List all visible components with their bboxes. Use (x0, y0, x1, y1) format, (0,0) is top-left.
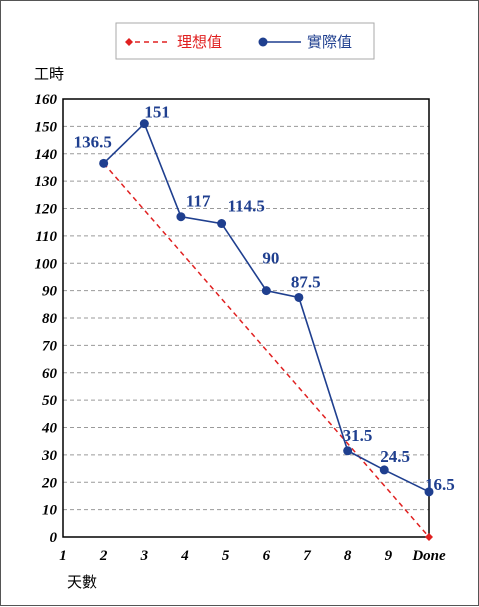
x-tick-label: 4 (180, 548, 189, 564)
y-tick-label: 110 (35, 229, 57, 245)
actual-point (176, 212, 186, 222)
y-tick-label: 10 (42, 503, 58, 519)
data-label: 31.5 (343, 426, 373, 445)
actual-point (217, 219, 227, 229)
x-axis-title: 天數 (67, 573, 97, 591)
x-tick-label: 2 (99, 548, 108, 564)
actual-point (99, 158, 109, 168)
data-label: 151 (144, 103, 170, 122)
x-tick-label: 5 (222, 548, 230, 564)
legend-actual-marker (258, 37, 268, 47)
y-tick-label: 0 (50, 530, 58, 546)
x-tick-label: 1 (59, 548, 67, 564)
actual-point (261, 286, 271, 296)
x-tick-label: 8 (344, 548, 352, 564)
plot-area (62, 98, 430, 538)
y-axis-title: 工時 (34, 65, 64, 83)
y-tick-label: 50 (42, 393, 58, 409)
y-tick-label: 30 (41, 448, 58, 464)
actual-point (139, 119, 149, 129)
actual-point (424, 487, 434, 497)
y-tick-label: 130 (35, 174, 58, 190)
data-label: 24.5 (380, 447, 410, 466)
actual-point (343, 446, 353, 456)
x-tick-label: 7 (303, 548, 311, 564)
data-label: 114.5 (228, 197, 265, 216)
y-tick-label: 60 (42, 366, 58, 382)
actual-line (103, 122, 430, 493)
actual-point (294, 292, 304, 302)
data-label: 16.5 (425, 475, 455, 494)
ideal-line (103, 162, 430, 538)
y-tick-label: 40 (41, 421, 58, 437)
y-tick-label: 160 (35, 92, 58, 108)
data-label: 136.5 (74, 132, 112, 151)
y-tick-label: 20 (41, 475, 58, 491)
y-tick-label: 80 (42, 311, 58, 327)
x-tick-label: Done (411, 548, 446, 564)
ideal-end-marker (425, 533, 433, 541)
y-tick-label: 100 (35, 256, 58, 272)
x-tick-label: 6 (263, 548, 271, 564)
x-tick-label: 3 (140, 548, 149, 564)
y-tick-label: 120 (35, 202, 58, 218)
data-label: 117 (186, 192, 211, 211)
y-tick-label: 90 (42, 284, 58, 300)
data-label: 87.5 (291, 272, 321, 291)
x-tick-label: 9 (385, 548, 393, 564)
y-tick-label: 70 (42, 338, 58, 354)
legend-actual-label: 實際值 (307, 33, 352, 51)
y-tick-label: 150 (35, 119, 58, 135)
data-label: 90 (262, 249, 279, 268)
legend-box (115, 22, 375, 60)
legend-ideal-marker (125, 38, 133, 46)
y-tick-label: 140 (35, 147, 58, 163)
legend-ideal-label: 理想值 (177, 33, 222, 51)
actual-point (379, 465, 389, 475)
